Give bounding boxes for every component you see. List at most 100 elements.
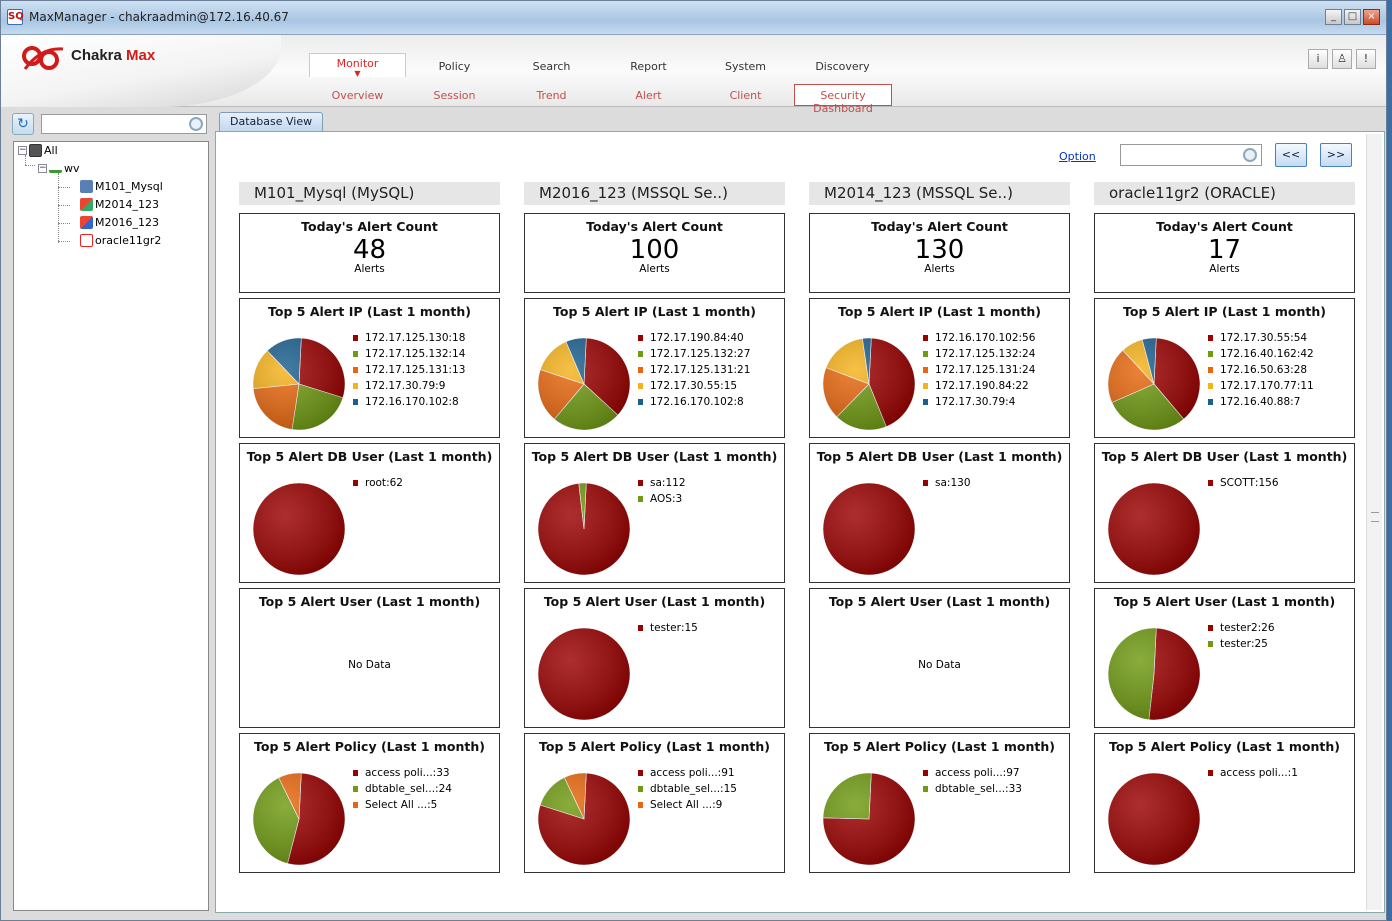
tree-label: oracle11gr2: [95, 234, 162, 247]
tree-node-db[interactable]: M2016_123: [80, 216, 159, 229]
legend-item[interactable]: 172.16.40.162: 42: [1208, 346, 1314, 362]
legend-swatch: [923, 770, 928, 776]
legend-item[interactable]: tester: 25: [1208, 636, 1275, 652]
refresh-icon[interactable]: ↻: [12, 113, 34, 135]
tree-node-group[interactable]: − wv: [38, 162, 80, 175]
subtab-trend[interactable]: Trend: [536, 89, 567, 102]
tab-monitor[interactable]: Monitor ▼: [309, 53, 406, 78]
legend-item[interactable]: 172.17.125.131: 24: [923, 362, 1035, 378]
legend-item[interactable]: SCOTT: 156: [1208, 475, 1279, 491]
subtab-session[interactable]: Session: [433, 89, 476, 102]
legend-item[interactable]: 172.17.30.55: 15: [638, 378, 750, 394]
legend-item[interactable]: 172.17.125.132: 14: [353, 346, 465, 362]
legend-item[interactable]: 172.17.125.132: 27: [638, 346, 750, 362]
close-button[interactable]: ×: [1363, 9, 1380, 25]
tree-node-db[interactable]: oracle11gr2: [80, 234, 161, 247]
legend-item[interactable]: 172.16.170.102: 56: [923, 330, 1035, 346]
mssql-icon: [80, 216, 93, 229]
legend-separator: :: [733, 348, 738, 360]
subtab-client[interactable]: Client: [729, 89, 762, 102]
legend-item[interactable]: 172.17.125.130: 18: [353, 330, 465, 346]
legend-item[interactable]: sa: 130: [923, 475, 971, 491]
prev-page-button[interactable]: <<: [1275, 143, 1307, 167]
legend-item[interactable]: 172.17.190.84: 22: [923, 378, 1035, 394]
tab-report[interactable]: Report: [600, 53, 697, 77]
legend-item[interactable]: 172.17.125.132: 24: [923, 346, 1035, 362]
subtab-overview[interactable]: Overview: [331, 89, 384, 102]
tab-policy[interactable]: Policy: [406, 53, 503, 77]
legend-label: access poli...: [650, 767, 718, 779]
search-icon[interactable]: [1243, 148, 1257, 162]
legend-item[interactable]: tester: 15: [638, 620, 698, 636]
legend-label: 172.17.125.132: [935, 348, 1019, 360]
subtab-security-dashboard[interactable]: Security Dashboard: [794, 84, 892, 115]
legend-swatch: [1208, 770, 1213, 776]
user-icon[interactable]: ♙: [1332, 49, 1352, 69]
legend-item[interactable]: tester2: 26: [1208, 620, 1275, 636]
legend-item[interactable]: root: 62: [353, 475, 403, 491]
legend-value: 8: [452, 396, 459, 408]
legend-item[interactable]: 172.17.30.55: 54: [1208, 330, 1314, 346]
legend-item[interactable]: access poli...: 1: [1208, 765, 1298, 781]
legend-item[interactable]: dbtable_sel...: 33: [923, 781, 1022, 797]
vertical-scrollbar[interactable]: [1366, 134, 1382, 910]
legend-swatch: [1208, 480, 1213, 486]
legend-separator: :: [1296, 380, 1301, 392]
scroll-grip[interactable]: [1371, 512, 1379, 522]
tab-discovery[interactable]: Discovery: [794, 53, 891, 77]
info-icon[interactable]: i: [1308, 49, 1328, 69]
legend-item[interactable]: 172.17.125.131: 13: [353, 362, 465, 378]
tab-label: Monitor: [336, 57, 379, 70]
tab-database-view[interactable]: Database View: [219, 112, 324, 131]
alert-count-unit: Alerts: [924, 263, 955, 275]
legend-item[interactable]: 172.17.170.77: 11: [1208, 378, 1314, 394]
chart-legend: tester: 15: [638, 620, 698, 636]
pie-chart: [822, 337, 916, 431]
legend-label: Select All ...: [650, 799, 713, 811]
collapse-icon[interactable]: −: [38, 163, 47, 173]
legend-item[interactable]: 172.17.30.79: 9: [353, 378, 465, 394]
legend-value: 24: [1022, 348, 1036, 360]
legend-item[interactable]: 172.17.190.84: 40: [638, 330, 750, 346]
no-data-text: No Data: [348, 659, 391, 671]
legend-item[interactable]: access poli...: 97: [923, 765, 1022, 781]
legend-item[interactable]: Select All ...: 9: [638, 797, 737, 813]
legend-item[interactable]: 172.17.125.131: 21: [638, 362, 750, 378]
option-link[interactable]: Option: [1059, 150, 1096, 163]
legend-item[interactable]: dbtable_sel...: 15: [638, 781, 737, 797]
legend-item[interactable]: AOS: 3: [638, 491, 686, 507]
collapse-icon[interactable]: −: [18, 145, 27, 155]
legend-item[interactable]: 172.16.170.102: 8: [638, 394, 750, 410]
search-icon[interactable]: [189, 117, 203, 131]
chart-legend: 172.17.30.55: 54 172.16.40.162: 42 172.16.…: [1208, 330, 1314, 410]
tree-search-input[interactable]: [41, 114, 207, 134]
legend-item[interactable]: Select All ...: 5: [353, 797, 452, 813]
db-column: M2016_123 (MSSQL Se..) Today's Alert Coun…: [524, 182, 785, 873]
legend-separator: :: [427, 799, 431, 811]
tree-node-db[interactable]: M101_Mysql: [80, 180, 163, 193]
tab-system[interactable]: System: [697, 53, 794, 77]
db-name-header: oracle11gr2 (ORACLE): [1094, 182, 1355, 205]
legend-item[interactable]: 172.16.50.63: 28: [1208, 362, 1314, 378]
legend-item[interactable]: access poli...: 91: [638, 765, 737, 781]
tree-node-all[interactable]: − All: [18, 144, 58, 157]
legend-item[interactable]: dbtable_sel...: 24: [353, 781, 452, 797]
minimize-button[interactable]: _: [1325, 9, 1342, 25]
card-title: Top 5 Alert IP (Last 1 month): [268, 304, 471, 319]
dashboard-search-input[interactable]: [1120, 144, 1262, 166]
legend-separator: :: [733, 396, 738, 408]
legend-item[interactable]: sa: 112: [638, 475, 686, 491]
card-title: Top 5 Alert User (Last 1 month): [1113, 594, 1336, 609]
next-page-button[interactable]: >>: [1320, 143, 1352, 167]
tree-node-db[interactable]: M2014_123: [80, 198, 159, 211]
legend-item[interactable]: 172.17.30.79: 4: [923, 394, 1035, 410]
legend-item[interactable]: 172.16.40.88: 7: [1208, 394, 1314, 410]
legend-item[interactable]: access poli...: 33: [353, 765, 452, 781]
maximize-button[interactable]: □: [1344, 9, 1361, 25]
legend-value: 4: [1008, 396, 1016, 408]
legend-item[interactable]: 172.16.170.102: 8: [353, 394, 465, 410]
legend-separator: :: [661, 477, 666, 489]
tab-search[interactable]: Search: [503, 53, 600, 77]
alert-icon[interactable]: !: [1356, 49, 1376, 69]
subtab-alert[interactable]: Alert: [635, 89, 662, 102]
